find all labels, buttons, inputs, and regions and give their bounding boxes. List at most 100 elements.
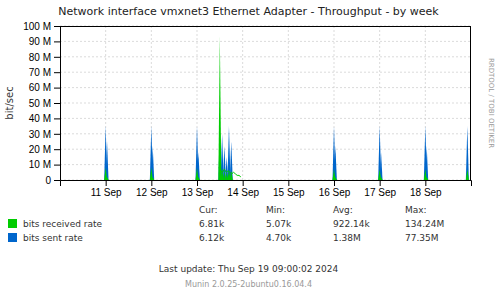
x-axis: 11 Sep 12 Sep 13 Sep 14 Sep 15 Sep 16 Sep 17 S… [61, 180, 472, 198]
grid-line-y [60, 103, 471, 104]
grid-line-y [60, 118, 471, 119]
y-tick-mark [54, 103, 60, 104]
y-tick: 70 M [29, 67, 60, 78]
y-tick-mark [54, 149, 60, 150]
y-tick-label: 0 [45, 175, 51, 186]
y-tick-mark [54, 165, 60, 166]
stat-header: Avg: [333, 205, 353, 215]
y-tick: 30 M [29, 129, 60, 140]
x-tick-mark [288, 180, 289, 186]
grid-line-y [60, 56, 471, 57]
y-tick-mark [54, 41, 60, 42]
y-tick-mark [54, 180, 60, 181]
x-tick-mark [151, 180, 152, 186]
spike [230, 142, 233, 181]
stat-value: 5.07k [266, 219, 292, 229]
x-tick: 16 Sep [319, 180, 351, 198]
y-tick-mark [54, 57, 60, 58]
y-tick: 20 M [29, 144, 60, 155]
stat-value: 77.35M [405, 233, 439, 243]
x-tick-mark [106, 180, 107, 186]
x-tick-mark [334, 180, 335, 186]
grid-line-x [288, 26, 289, 180]
grid-line-y [60, 164, 471, 165]
x-tick-mark [425, 180, 426, 186]
x-tick-mark [197, 180, 198, 186]
stat-value: 6.12k [199, 233, 225, 243]
stat-header: Cur: [199, 205, 218, 215]
y-tick: 90 M [29, 36, 60, 47]
x-tick-mark [243, 180, 244, 186]
grid-line-y [60, 26, 471, 27]
x-tick-label: 14 Sep [227, 187, 259, 198]
y-tick: 100 M [23, 21, 60, 32]
legend-swatch [8, 233, 17, 242]
spike-series [104, 37, 469, 180]
plot: 11 Sep 12 Sep 13 Sep 14 Sep 15 Sep 16 Sep 17 S… [23, 21, 471, 198]
y-tick-mark [54, 72, 60, 73]
x-tick: 17 Sep [364, 180, 396, 198]
y-tick: 50 M [29, 98, 60, 109]
legend-label: bits received rate [23, 219, 102, 229]
x-axis-line [61, 181, 472, 187]
spike [425, 177, 428, 180]
spike [221, 168, 224, 180]
spike [218, 37, 221, 180]
y-tick-label: 30 M [29, 129, 51, 140]
x-tick-label: 17 Sep [364, 187, 396, 198]
y-tick: 40 M [29, 113, 60, 124]
grid-line-y [60, 149, 471, 150]
y-tick-mark [54, 134, 60, 135]
y-axis-title: bit/sec [4, 86, 15, 119]
spike [197, 177, 200, 180]
x-tick-label: 16 Sep [319, 187, 351, 198]
plot-frame [470, 26, 471, 180]
x-tick-label: 15 Sep [273, 187, 305, 198]
y-tick-label: 100 M [23, 21, 51, 32]
y-tick-mark [54, 88, 60, 89]
x-tick: 11 Sep [91, 180, 122, 198]
y-tick: 80 M [29, 52, 60, 63]
grid-line-x [334, 26, 335, 180]
side-label: RRDTOOL / TOBI OETIKER [487, 58, 495, 148]
last-update: Last update: Thu Sep 19 09:00:02 2024 [159, 264, 339, 274]
plot-frame [60, 26, 471, 27]
stat-value: 6.81k [199, 219, 225, 229]
x-tick-label: 13 Sep [182, 187, 214, 198]
legend: Cur:Min:Avg:Max:bits received rate6.81k5… [8, 205, 444, 243]
grid-line-y [60, 87, 471, 88]
x-tick: 18 Sep [410, 180, 442, 198]
chart: Network interface vmxnet3 Ethernet Adapt… [0, 0, 497, 292]
x-tick-label: 18 Sep [410, 187, 442, 198]
x-tick-label: 11 Sep [91, 187, 122, 198]
x-tick-label: 12 Sep [136, 187, 168, 198]
y-tick: 60 M [29, 82, 60, 93]
y-tick: 10 M [29, 159, 60, 170]
stat-value: 4.70k [266, 233, 292, 243]
x-tick: 13 Sep [182, 180, 214, 198]
grid-line-y [60, 133, 471, 134]
x-tick: 12 Sep [136, 180, 168, 198]
y-axis: 0 10 M 20 M 30 M 40 M 50 M 60 M 70 M 80 M 90 M 100… [23, 21, 60, 186]
spike [380, 177, 383, 180]
spike [223, 171, 226, 180]
y-tick-label: 60 M [29, 82, 51, 93]
x-tick: 15 Sep [273, 180, 305, 198]
x-tick: 14 Sep [227, 180, 259, 198]
grid [60, 26, 471, 180]
y-tick-label: 70 M [29, 67, 51, 78]
line [219, 168, 241, 177]
y-tick-label: 50 M [29, 98, 51, 109]
grid-line-y [60, 41, 471, 42]
grid-line-x [197, 26, 198, 180]
spike [223, 146, 226, 180]
grid-line-x [242, 26, 243, 180]
y-tick-label: 10 M [29, 159, 51, 170]
y-tick-mark [54, 26, 60, 27]
y-tick-label: 80 M [29, 52, 51, 63]
grid-line-y [60, 72, 471, 73]
spike [466, 169, 469, 180]
spike [106, 177, 109, 180]
spike-series [104, 126, 469, 180]
legend-label: bits sent rate [23, 233, 83, 243]
